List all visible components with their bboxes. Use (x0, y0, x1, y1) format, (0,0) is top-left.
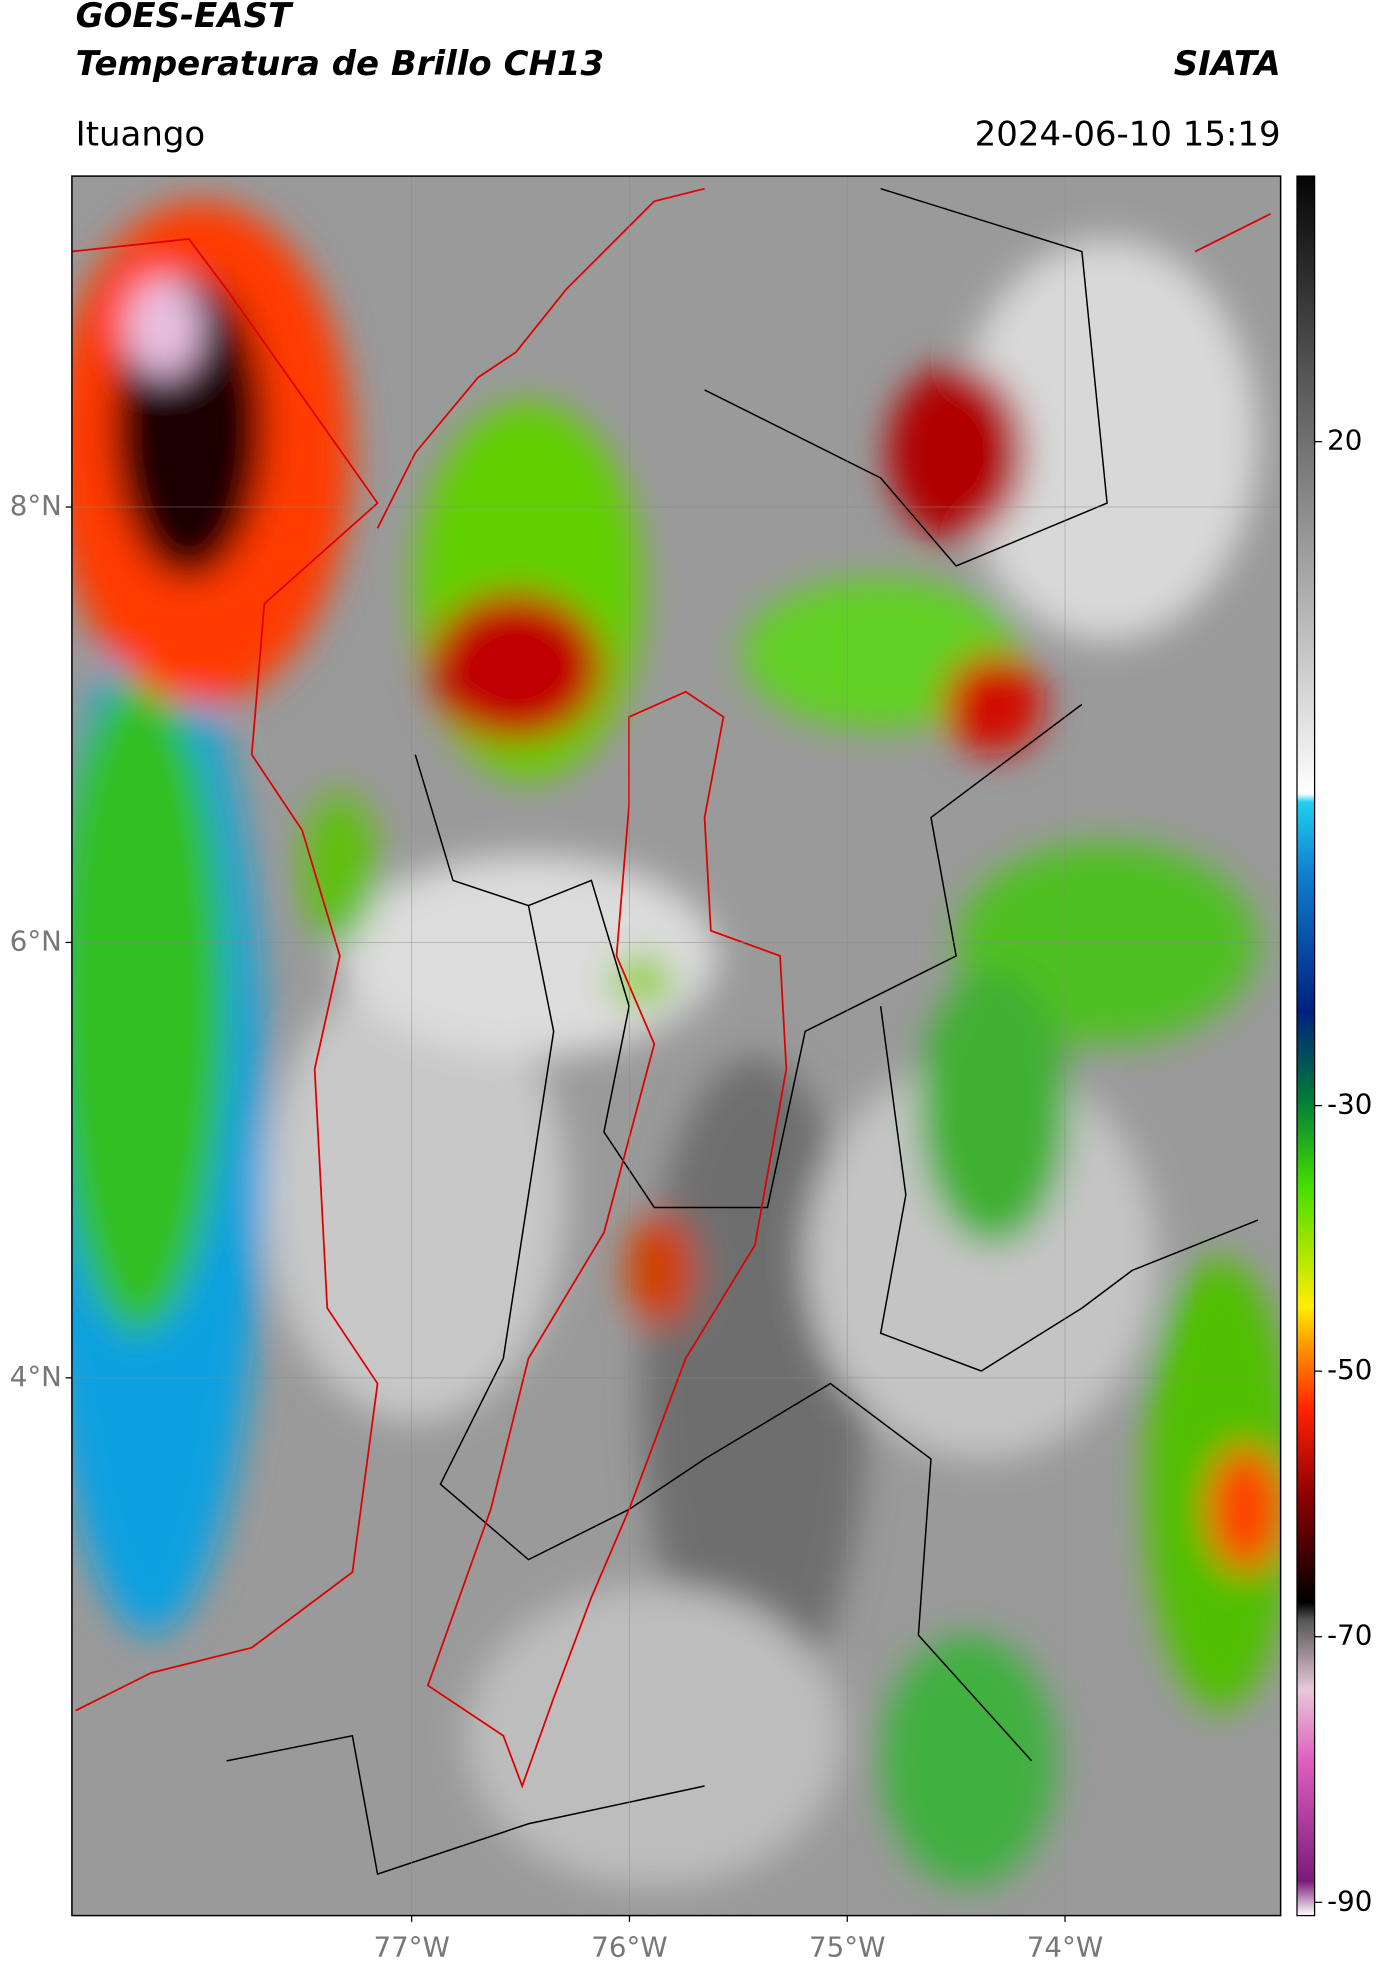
colorbar-tick-label: -70 (1327, 1619, 1372, 1652)
y-tick-label: 4°N (10, 1360, 62, 1393)
colorbar-tick-label: -50 (1327, 1353, 1372, 1386)
x-tick-label: 74°W (1027, 1930, 1103, 1963)
colorbar-tick-label: 20 (1327, 424, 1362, 457)
y-tick-label: 6°N (10, 924, 62, 957)
region: Ituango (76, 114, 206, 154)
x-tick-label: 75°W (809, 1930, 885, 1963)
graticule (71, 176, 1281, 1916)
timestamp: 2024-06-10 15:19 (975, 114, 1281, 154)
colorbar-tick-label: -90 (1327, 1884, 1372, 1917)
brand: SIATA (1174, 44, 1281, 84)
colorbar-tick-label: -30 (1327, 1088, 1372, 1121)
y-tick-label: 8°N (10, 489, 62, 522)
title: GOES-EAST (76, 0, 294, 36)
colorbar (1296, 175, 1316, 1917)
map-frame (71, 175, 1282, 1917)
subtitle: Temperatura de Brillo CH13 (76, 44, 604, 84)
x-tick-label: 77°W (373, 1930, 449, 1963)
x-tick-label: 76°W (591, 1930, 667, 1963)
satellite-image (71, 176, 1281, 1916)
